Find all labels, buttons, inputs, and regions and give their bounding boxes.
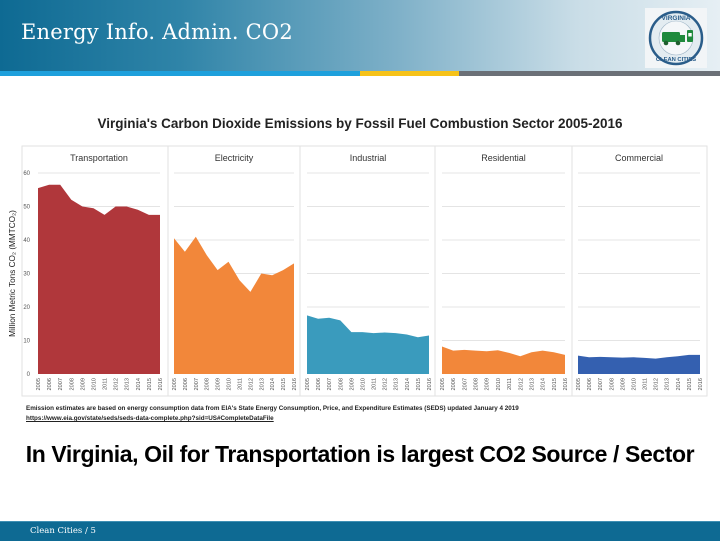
x-tick-label: 2005 xyxy=(576,378,582,390)
x-tick-label: 2012 xyxy=(248,378,254,390)
x-tick-label: 2016 xyxy=(158,378,164,390)
source-note: Emission estimates are based on energy c… xyxy=(26,404,519,424)
x-tick-label: 2010 xyxy=(361,378,367,390)
accent-stripe-blue xyxy=(0,71,360,76)
x-tick-label: 2009 xyxy=(485,378,491,390)
x-tick-label: 2007 xyxy=(462,378,468,390)
x-tick-label: 2010 xyxy=(632,378,638,390)
x-tick-label: 2016 xyxy=(427,378,433,390)
y-tick-label: 20 xyxy=(23,305,30,311)
x-tick-label: 2007 xyxy=(194,378,200,390)
x-tick-label: 2013 xyxy=(125,378,131,390)
slide-title: Energy Info. Admin. CO2 xyxy=(21,20,293,44)
x-tick-label: 2009 xyxy=(620,378,626,390)
x-tick-label: 2006 xyxy=(183,378,189,390)
x-tick-label: 2013 xyxy=(530,378,536,390)
x-tick-label: 2012 xyxy=(518,378,524,390)
x-tick-label: 2014 xyxy=(405,378,411,390)
x-tick-label: 2015 xyxy=(416,378,422,390)
y-tick-label: 40 xyxy=(23,238,30,244)
x-tick-label: 2006 xyxy=(47,378,53,390)
x-tick-label: 2015 xyxy=(552,378,558,390)
chart-title: Virginia's Carbon Dioxide Emissions by F… xyxy=(97,116,623,131)
x-tick-label: 2007 xyxy=(598,378,604,390)
virginia-clean-cities-logo: VIRGINIA CLEAN CITIES xyxy=(645,8,707,68)
x-tick-label: 2013 xyxy=(665,378,671,390)
x-tick-label: 2013 xyxy=(394,378,400,390)
x-tick-label: 2015 xyxy=(687,378,693,390)
panel-title-transportation: Transportation xyxy=(70,153,128,163)
x-tick-label: 2008 xyxy=(474,378,480,390)
footer-page-label: Clean Cities / 5 xyxy=(30,526,96,536)
x-tick-label: 2009 xyxy=(216,378,222,390)
svg-text:VIRGINIA: VIRGINIA xyxy=(662,15,691,22)
x-tick-label: 2011 xyxy=(507,378,513,390)
x-tick-label: 2006 xyxy=(587,378,593,390)
svg-text:CLEAN CITIES: CLEAN CITIES xyxy=(656,57,696,63)
x-tick-label: 2013 xyxy=(259,378,265,390)
y-tick-label: 0 xyxy=(27,372,31,378)
panel-title-electricity: Electricity xyxy=(215,153,254,163)
x-tick-label: 2009 xyxy=(80,378,86,390)
x-tick-label: 2016 xyxy=(563,378,569,390)
slide-header: Energy Info. Admin. CO2 VIRGINIA CLEAN C… xyxy=(0,0,720,71)
panel-title-industrial: Industrial xyxy=(350,153,387,163)
x-tick-label: 2008 xyxy=(609,378,615,390)
source-text: Emission estimates are based on energy c… xyxy=(26,405,519,412)
x-tick-label: 2012 xyxy=(654,378,660,390)
x-tick-label: 2006 xyxy=(451,378,457,390)
x-tick-label: 2008 xyxy=(69,378,75,390)
x-tick-label: 2008 xyxy=(205,378,211,390)
y-tick-label: 30 xyxy=(23,272,30,278)
area-industrial xyxy=(307,315,429,374)
y-tick-label: 10 xyxy=(23,339,30,345)
slide-headline: In Virginia, Oil for Transportation is l… xyxy=(25,441,695,467)
y-tick-label: 50 xyxy=(23,205,30,211)
y-axis-label: Million Metric Tons CO₂ (MMTCO₂) xyxy=(8,210,17,337)
x-tick-label: 2011 xyxy=(372,378,378,390)
x-tick-label: 2010 xyxy=(92,378,98,390)
panel-title-residential: Residential xyxy=(481,153,526,163)
slide-footer: Clean Cities / 5 xyxy=(0,521,720,541)
x-tick-label: 2014 xyxy=(270,378,276,390)
x-tick-label: 2007 xyxy=(327,378,333,390)
area-residential xyxy=(442,346,565,374)
area-commercial xyxy=(578,354,700,374)
x-tick-label: 2015 xyxy=(281,378,287,390)
x-tick-label: 2014 xyxy=(136,378,142,390)
x-tick-label: 2016 xyxy=(698,378,704,390)
x-tick-label: 2012 xyxy=(114,378,120,390)
x-tick-label: 2010 xyxy=(496,378,502,390)
x-tick-label: 2010 xyxy=(227,378,233,390)
x-tick-label: 2009 xyxy=(349,378,355,390)
accent-stripe-yellow xyxy=(360,71,459,76)
y-tick-label: 60 xyxy=(23,171,30,177)
accent-stripe-gray xyxy=(459,71,720,76)
source-link[interactable]: https://www.eia.gov/state/seds/seds-data… xyxy=(26,415,274,422)
x-tick-label: 2005 xyxy=(440,378,446,390)
x-tick-label: 2014 xyxy=(541,378,547,390)
x-tick-label: 2005 xyxy=(172,378,178,390)
x-tick-label: 2007 xyxy=(58,378,64,390)
area-electricity xyxy=(174,236,294,374)
x-tick-label: 2016 xyxy=(292,378,298,390)
x-tick-label: 2011 xyxy=(238,378,244,390)
x-tick-label: 2006 xyxy=(316,378,322,390)
area-transportation xyxy=(38,184,160,374)
x-tick-label: 2005 xyxy=(305,378,311,390)
chart-frame xyxy=(21,145,708,397)
panel-title-commercial: Commercial xyxy=(615,153,663,163)
x-tick-label: 2014 xyxy=(676,378,682,390)
x-tick-label: 2011 xyxy=(103,378,109,390)
x-tick-label: 2005 xyxy=(36,378,42,390)
x-tick-label: 2015 xyxy=(147,378,153,390)
x-tick-label: 2011 xyxy=(643,378,649,390)
x-tick-label: 2008 xyxy=(338,378,344,390)
x-tick-label: 2012 xyxy=(383,378,389,390)
